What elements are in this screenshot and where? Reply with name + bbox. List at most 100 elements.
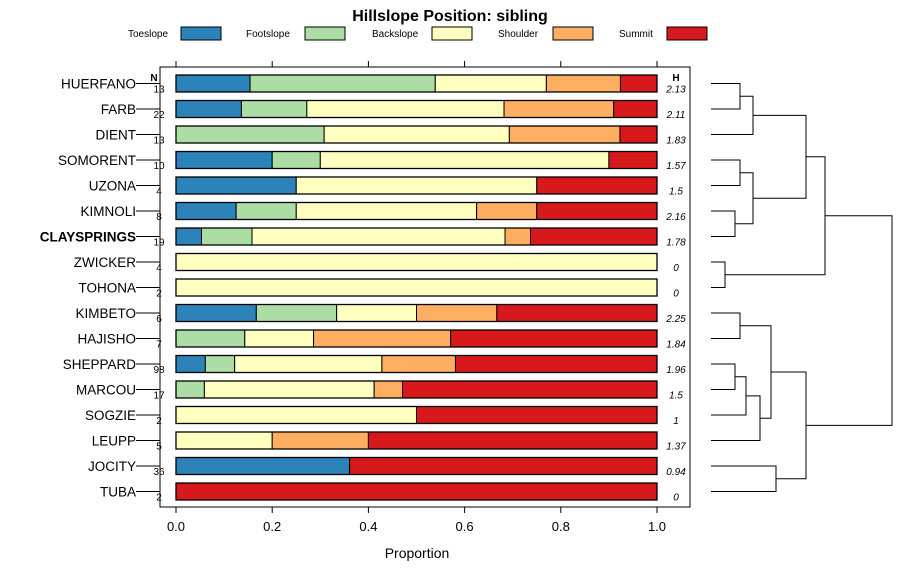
bar-sheppard-footslope — [204, 355, 236, 373]
dendrogram-link-4 — [735, 172, 754, 225]
row-label-claysprings: CLAYSPRINGS — [40, 230, 136, 245]
bar-huerfano-footslope — [249, 74, 436, 93]
bar-kimnoli-footslope — [235, 202, 297, 220]
row-label-farb: FARB — [101, 102, 136, 117]
bar-farb-backslope — [306, 100, 505, 118]
bar-dient-footslope — [175, 125, 325, 144]
row-n-marcou: 17 — [153, 391, 165, 402]
row-h-claysprings: 1.78 — [666, 238, 686, 249]
bar-huerfano-summit — [619, 74, 658, 93]
bar-claysprings-toeslope — [175, 227, 202, 246]
row-n-tuba: 2 — [156, 493, 162, 504]
bar-kimbeto-toeslope — [175, 304, 257, 322]
row-h-farb: 2.11 — [666, 110, 686, 121]
bar-outline-dient — [175, 125, 658, 144]
bar-somorent-footslope — [271, 151, 321, 169]
bar-tuba-summit — [175, 482, 658, 501]
bar-outline-zwicker — [175, 252, 658, 272]
dendrogram-link-14 — [771, 371, 807, 480]
row-h-dient: 1.83 — [666, 136, 686, 147]
bar-sheppard-shoulder — [381, 355, 456, 373]
bar-farb-shoulder — [503, 100, 615, 118]
x-tick-label-3: 0.6 — [456, 519, 474, 534]
row-label-hajisho: HAJISHO — [77, 332, 136, 347]
row-h-kimbeto: 2.25 — [665, 314, 686, 325]
bar-leupp-backslope — [175, 431, 273, 450]
bar-kimbeto-footslope — [255, 304, 338, 322]
row-n-hajisho: 7 — [156, 340, 162, 351]
row-n-farb: 22 — [153, 110, 165, 121]
bar-outline-somorent — [175, 150, 658, 170]
bar-kimbeto-backslope — [336, 304, 417, 322]
legend-swatch-toeslope — [180, 26, 222, 41]
dendrogram-link-8 — [711, 312, 741, 339]
bar-somorent-toeslope — [175, 151, 273, 169]
bar-huerfano-backslope — [434, 74, 547, 93]
x-tick-label-5: 1.0 — [648, 519, 666, 534]
x-tick-label-1: 0.2 — [263, 519, 281, 534]
row-n-tohona: 2 — [156, 289, 162, 300]
dendrogram-link-3 — [711, 210, 736, 237]
bar-jocity-summit — [349, 457, 658, 475]
row-n-zwicker: 4 — [156, 263, 162, 274]
row-n-dient: 13 — [153, 136, 165, 147]
dendrogram-link-0 — [711, 83, 741, 110]
row-h-tuba: 0 — [673, 493, 679, 504]
row-n-somorent: 10 — [153, 161, 165, 172]
dendrogram — [711, 83, 893, 492]
legend-swatch-shoulder — [552, 26, 594, 41]
bar-dient-backslope — [323, 125, 510, 144]
bar-outline-hajisho — [175, 329, 658, 348]
legend-label-toeslope: Toeslope — [128, 29, 168, 40]
row-label-uzona: UZONA — [89, 179, 136, 194]
row-h-kimnoli: 2.16 — [665, 212, 686, 223]
bar-kimnoli-toeslope — [175, 202, 237, 220]
dendrogram-link-1 — [711, 95, 754, 135]
bar-farb-toeslope — [175, 100, 242, 118]
x-axis: 0.0 0.2 0.4 0.6 0.8 1.0 — [167, 61, 666, 534]
row-h-marcou: 1.5 — [669, 391, 683, 402]
bar-outline-leupp — [175, 431, 658, 450]
bar-uzona-backslope — [295, 176, 538, 195]
bar-outline-farb — [175, 99, 658, 119]
dendrogram-link-6 — [711, 261, 726, 288]
bar-sheppard-summit — [454, 355, 658, 373]
row-h-zwicker: 0 — [673, 263, 679, 274]
row-label-sogzie: SOGZIE — [85, 408, 136, 423]
legend-swatch-summit — [666, 26, 708, 41]
bar-claysprings-shoulder — [504, 227, 531, 246]
bar-kimbeto-summit — [496, 304, 658, 322]
bar-outline-huerfano — [175, 74, 658, 93]
bar-uzona-summit — [536, 176, 658, 195]
legend-label-summit: Summit — [619, 29, 653, 40]
row-h-sheppard: 1.96 — [666, 365, 686, 376]
row-label-tuba: TUBA — [100, 485, 136, 500]
row-label-dient: DIENT — [96, 128, 137, 143]
bar-zwicker-backslope — [175, 253, 658, 271]
bar-kimnoli-shoulder — [476, 202, 538, 220]
row-label-kimnoli: KIMNOLI — [80, 204, 136, 219]
row-h-tohona: 0 — [673, 289, 679, 300]
bar-outline-uzona — [175, 176, 658, 195]
bar-outline-kimbeto — [175, 303, 658, 323]
bar-jocity-toeslope — [175, 457, 351, 475]
dendrogram-link-15 — [806, 215, 893, 426]
dendrogram-link-9 — [711, 363, 736, 390]
row-label-somorent: SOMORENT — [58, 153, 136, 168]
row-h-uzona: 1.5 — [669, 187, 683, 198]
x-axis-title: Proportion — [385, 545, 450, 561]
row-h-hajisho: 1.84 — [666, 340, 686, 351]
row-h-huerfano: 2.13 — [665, 85, 686, 96]
row-n-leupp: 5 — [156, 442, 162, 453]
dendrogram-link-10 — [711, 376, 747, 416]
x-tick-label-0: 0.0 — [167, 519, 185, 534]
bar-outline-tohona — [175, 278, 658, 297]
legend-label-footslope: Footslope — [246, 29, 290, 40]
legend: Toeslope Footslope Backslope Shoulder Summit — [128, 26, 708, 41]
chart-title: Hillslope Position: sibling — [352, 8, 548, 25]
row-label-leupp: LEUPP — [92, 434, 136, 449]
bar-hajisho-shoulder — [313, 329, 452, 348]
legend-label-shoulder: Shoulder — [498, 29, 539, 40]
bar-somorent-summit — [608, 151, 658, 169]
row-label-kimbeto: KIMBETO — [75, 306, 136, 321]
